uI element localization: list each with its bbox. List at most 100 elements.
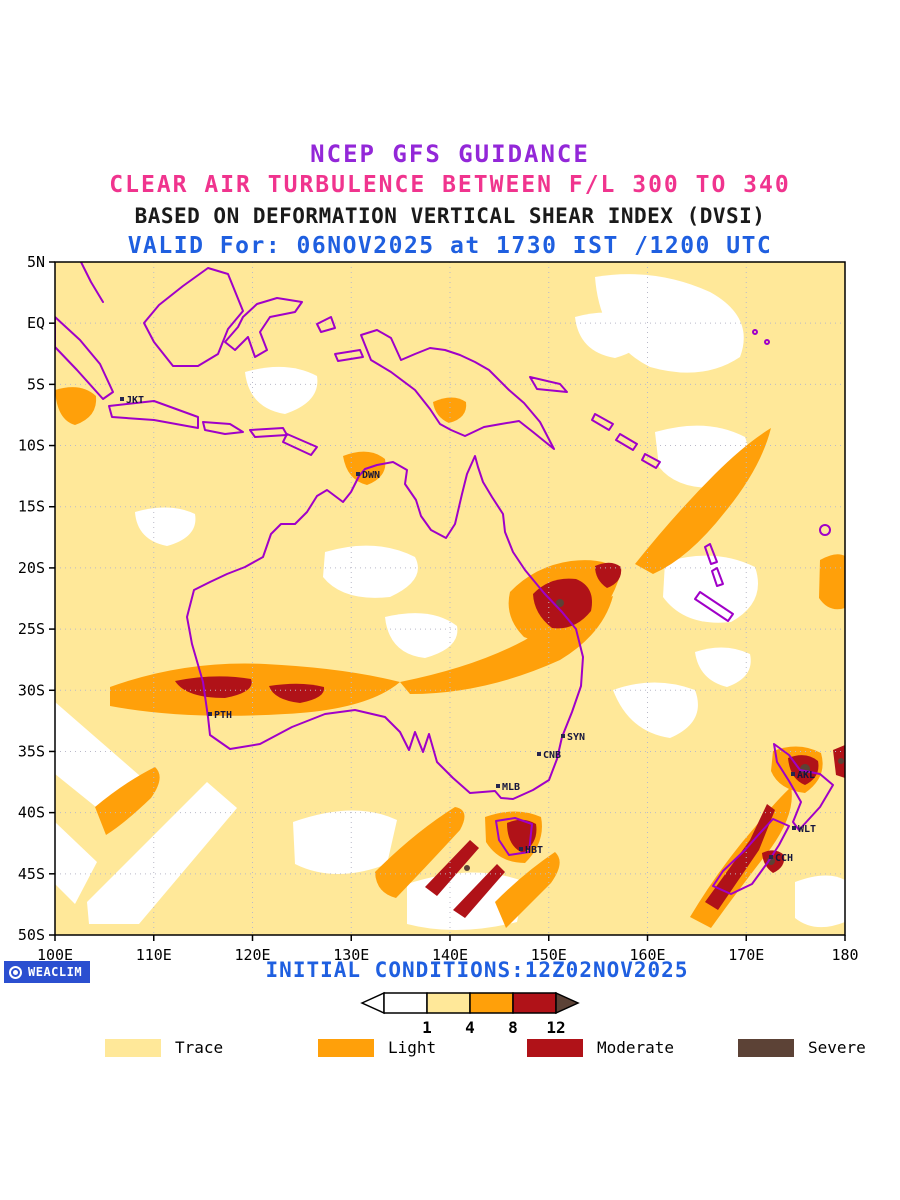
title-model: NCEP GFS GUIDANCE: [310, 140, 590, 168]
turbulence-shading-shape: [819, 554, 845, 610]
y-axis-label-20S: 20S: [18, 559, 45, 577]
y-axis-label-EQ: EQ: [27, 314, 45, 332]
turbulence-shading-shape: [635, 428, 771, 574]
city-marker-CCH: [769, 855, 773, 859]
legend-swatch-moderate: [527, 1038, 583, 1057]
coast-solomons-1: [591, 413, 614, 431]
turbulence-shading-shape: [87, 782, 237, 924]
legend-swatch-trace: [105, 1038, 161, 1057]
x-axis-label-120E: 120E: [234, 946, 270, 960]
title-block: NCEP GFS GUIDANCE CLEAR AIR TURBULENCE B…: [0, 139, 900, 262]
y-axis-label-5S: 5S: [27, 375, 45, 393]
y-axis-label-5N: 5N: [27, 253, 45, 271]
colorbar-segment-white: [383, 992, 428, 1014]
coast-borneo: [143, 267, 244, 367]
y-axis-label-50S: 50S: [18, 926, 45, 944]
turbulence-shading-shape: [613, 682, 698, 738]
coast-nz-south-island: [712, 818, 790, 895]
x-axis-label-140E: 140E: [432, 946, 468, 960]
coast-java: [108, 400, 199, 429]
weaclim-logo: WEACLIM: [4, 961, 91, 983]
coast-vanuatu-2: [711, 567, 724, 587]
title-valid-time: VALID For: 06NOV2025 at 1730 IST /1200 U…: [127, 233, 773, 259]
x-axis-label-110E: 110E: [136, 946, 172, 960]
colorbar-tick-12: 12: [546, 1018, 565, 1037]
coast-tasmania: [495, 817, 533, 856]
title-method: BASED ON DEFORMATION VERTICAL SHEAR INDE…: [134, 204, 766, 228]
city-label-AKL: AKL: [797, 770, 815, 781]
coast-solomons-3: [641, 453, 661, 469]
x-axis-label-150E: 150E: [531, 946, 567, 960]
y-axis-label-35S: 35S: [18, 742, 45, 760]
colorbar-segment-trace: [426, 992, 471, 1014]
x-axis-label-130E: 130E: [333, 946, 369, 960]
axis-labels: 100E 110E 120E 130E 140E 150E 160E 170E 180 5N EQ 5…: [18, 253, 859, 960]
city-label-MLB: MLB: [502, 782, 520, 793]
turbulence-shading-shape: [135, 507, 196, 546]
legend-item-trace: Trace: [105, 1038, 223, 1057]
title-product: CLEAR AIR TURBULENCE BETWEEN F/L 300 TO …: [109, 172, 791, 198]
city-label-JKT: JKT: [126, 395, 144, 406]
colorbar-tick-8: 8: [508, 1018, 518, 1037]
turbulence-shading-shape: [495, 852, 560, 928]
turbulence-shading-shape: [838, 758, 844, 764]
turbulence-shading-shape: [453, 864, 505, 918]
turbulence-shading: [55, 262, 845, 935]
legend-label-trace: Trace: [175, 1038, 224, 1057]
legend-label-light: Light: [388, 1038, 437, 1057]
coast-lesser-sunda-1: [202, 421, 244, 435]
city-label-SYN: SYN: [567, 732, 585, 743]
colorbar-right-arrow: [555, 991, 580, 1015]
city-markers: JKT DWN PTH SYN CNB MLB HBT AKL WLT CCH: [120, 395, 816, 864]
y-axis-label-25S: 25S: [18, 620, 45, 638]
turbulence-shading-shape: [175, 676, 252, 698]
weaclim-logo-dot: [13, 969, 18, 975]
turbulence-shading-shape: [55, 822, 97, 904]
city-marker-HBT: [519, 847, 523, 851]
coast-new-guinea: [360, 329, 555, 450]
x-axis-label-160E: 160E: [629, 946, 665, 960]
legend-label-severe: Severe: [808, 1038, 866, 1057]
coast-new-britain: [529, 376, 568, 393]
legend-item-severe: Severe: [738, 1038, 866, 1057]
turbulence-shading-shape: [385, 613, 458, 658]
turbulence-shading-shape: [425, 840, 479, 896]
city-label-CCH: CCH: [775, 853, 793, 864]
weaclim-logo-icon: [9, 965, 22, 979]
coast-timor: [282, 433, 318, 456]
coast-australia: [186, 455, 584, 800]
coast-new-caledonia: [694, 591, 734, 622]
colorbar-segment-moderate: [512, 992, 557, 1014]
turbulence-shading-shape: [663, 555, 758, 623]
colorbar-segment-light: [469, 992, 514, 1014]
y-axis-label-15S: 15S: [18, 498, 45, 516]
turbulence-shading-shape: [95, 767, 160, 835]
turbulence-shading-shape: [705, 804, 775, 910]
city-marker-PTH: [208, 712, 212, 716]
city-marker-JKT: [120, 397, 124, 401]
city-label-DWN: DWN: [362, 470, 380, 481]
coast-islet-2: [764, 339, 770, 345]
grid-lines: [55, 262, 845, 935]
turbulence-shading-shape: [575, 312, 648, 358]
turbulence-shading-shape: [795, 875, 845, 928]
turbulence-shading-shape: [55, 387, 97, 425]
legend-item-moderate: Moderate: [527, 1038, 674, 1057]
turbulence-map: 100E 110E 120E 130E 140E 150E 160E 170E 180 5N EQ 5…: [18, 253, 859, 960]
city-marker-SYN: [561, 734, 565, 738]
city-marker-AKL: [791, 772, 795, 776]
initial-conditions: INITIAL CONDITIONS:12Z02NOV2025: [265, 958, 689, 982]
y-axis-label-45S: 45S: [18, 865, 45, 883]
weaclim-logo-text: WEACLIM: [28, 965, 83, 979]
city-marker-CNB: [537, 752, 541, 756]
x-axis-label-100E: 100E: [37, 946, 73, 960]
coast-seram: [334, 349, 364, 362]
city-label-HBT: HBT: [525, 845, 543, 856]
turbulence-shading-shape: [245, 366, 318, 414]
coast-sulawesi: [224, 297, 303, 358]
legend-swatch-light: [318, 1038, 374, 1057]
coast-fiji: [819, 524, 831, 536]
coast-sumatra: [55, 316, 114, 400]
coast-nz-north-island: [773, 743, 834, 831]
